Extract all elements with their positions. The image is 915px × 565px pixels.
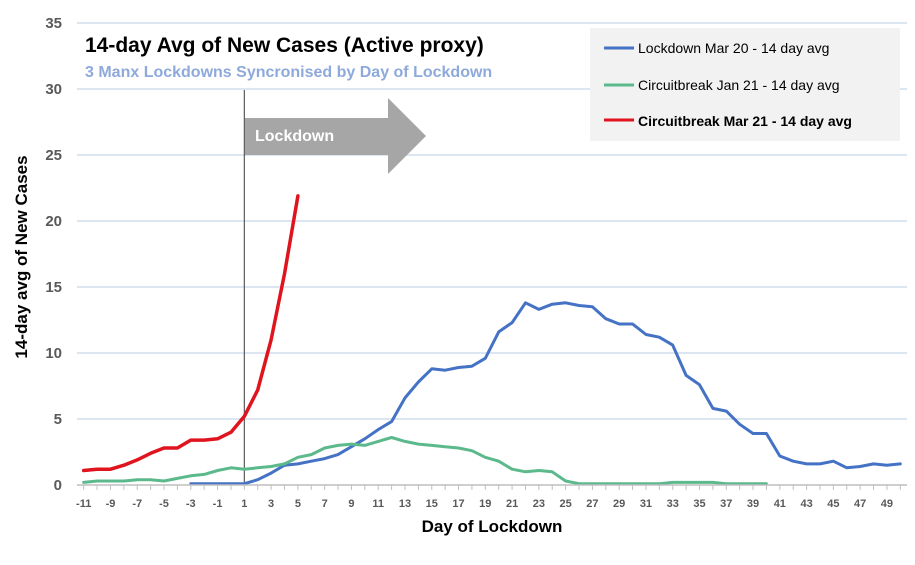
y-tick-labels: 0 5 10 15 20 25 30 35 bbox=[45, 15, 62, 494]
x-tick-label-9: 9 bbox=[348, 498, 354, 510]
y-tick-label-5: 5 bbox=[54, 411, 62, 428]
x-tick-label--9: -9 bbox=[106, 498, 116, 510]
x-tick-label--3: -3 bbox=[186, 498, 196, 510]
x-tick-label-25: 25 bbox=[560, 498, 572, 510]
x-tick-label-13: 13 bbox=[399, 498, 411, 510]
x-tick-label--1: -1 bbox=[213, 498, 223, 510]
chart-subtitle: 3 Manx Lockdowns Syncronised by Day of L… bbox=[85, 64, 492, 81]
legend: Lockdown Mar 20 - 14 day avg Circuitbrea… bbox=[590, 28, 900, 141]
y-axis-title: 14-day avg of New Cases bbox=[12, 155, 31, 358]
x-tick-label-35: 35 bbox=[693, 498, 705, 510]
x-tick-label-31: 31 bbox=[640, 498, 652, 510]
y-tick-label-10: 10 bbox=[45, 345, 62, 362]
x-axis-title: Day of Lockdown bbox=[422, 517, 563, 536]
x-tick-label-1: 1 bbox=[241, 498, 247, 510]
x-tick-label-49: 49 bbox=[881, 498, 893, 510]
x-tick-label-41: 41 bbox=[774, 498, 786, 510]
x-tick-label-15: 15 bbox=[426, 498, 438, 510]
x-tick-label-29: 29 bbox=[613, 498, 625, 510]
lockdown-arrow-shape bbox=[245, 98, 426, 174]
x-tick-labels: -11 -9 -7 -5 -3 -1 1 3 5 7 9 11 13 15 17 19 21 23 25 27 29 31… bbox=[76, 485, 901, 510]
legend-label-circuitbreak-mar21: Circuitbreak Mar 21 - 14 day avg bbox=[638, 113, 852, 129]
x-tick-label-21: 21 bbox=[506, 498, 518, 510]
x-tick-label--7: -7 bbox=[132, 498, 142, 510]
lockdown-arrow-label: Lockdown bbox=[255, 128, 334, 145]
y-tick-label-20: 20 bbox=[45, 213, 62, 230]
series-line-1 bbox=[82, 436, 768, 486]
legend-label-lockdown-mar20: Lockdown Mar 20 - 14 day avg bbox=[638, 40, 829, 56]
x-tick-label-37: 37 bbox=[720, 498, 732, 510]
y-tick-label-0: 0 bbox=[54, 477, 62, 494]
lockdown-arrow: Lockdown bbox=[245, 98, 426, 174]
y-tick-label-25: 25 bbox=[45, 147, 62, 164]
x-tick-label-33: 33 bbox=[667, 498, 679, 510]
x-tick-label-7: 7 bbox=[322, 498, 328, 510]
x-tick-label-5: 5 bbox=[295, 498, 301, 510]
x-tick-label-19: 19 bbox=[479, 498, 491, 510]
series-line-2 bbox=[81, 194, 300, 473]
x-tick-label-17: 17 bbox=[452, 498, 464, 510]
x-tick-label-45: 45 bbox=[827, 498, 839, 510]
x-tick-label-27: 27 bbox=[586, 498, 598, 510]
x-tick-label--5: -5 bbox=[159, 498, 169, 510]
series-lines bbox=[81, 194, 902, 486]
x-tick-label-47: 47 bbox=[854, 498, 866, 510]
y-tick-label-30: 30 bbox=[45, 81, 62, 98]
x-tick-label--11: -11 bbox=[76, 498, 91, 510]
legend-label-circuitbreak-jan21: Circuitbreak Jan 21 - 14 day avg bbox=[638, 77, 840, 93]
x-tick-label-43: 43 bbox=[800, 498, 812, 510]
grid-lines bbox=[77, 22, 907, 420]
x-tick-label-39: 39 bbox=[747, 498, 759, 510]
chart-title: 14-day Avg of New Cases (Active proxy) bbox=[85, 34, 484, 57]
x-tick-label-11: 11 bbox=[372, 498, 384, 510]
x-tick-label-3: 3 bbox=[268, 498, 274, 510]
y-tick-label-15: 15 bbox=[45, 279, 62, 296]
series-line-0 bbox=[189, 301, 902, 486]
legend-box bbox=[590, 28, 900, 141]
x-tick-label-23: 23 bbox=[533, 498, 545, 510]
y-tick-label-35: 35 bbox=[45, 15, 62, 32]
